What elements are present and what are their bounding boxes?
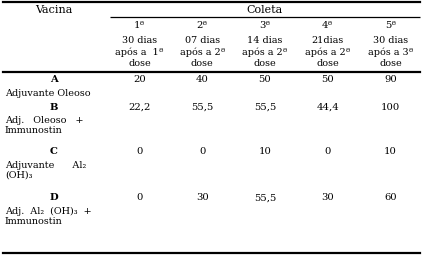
Text: D: D xyxy=(50,194,58,203)
Text: 10: 10 xyxy=(384,147,397,156)
Text: 20: 20 xyxy=(133,76,146,85)
Text: 0: 0 xyxy=(136,147,142,156)
Text: 0: 0 xyxy=(325,147,331,156)
Text: 30: 30 xyxy=(196,194,209,203)
Text: Adj.  Al₂  (OH)₃  +: Adj. Al₂ (OH)₃ + xyxy=(5,207,92,216)
Text: C: C xyxy=(50,147,58,156)
Text: 90: 90 xyxy=(384,76,397,85)
Text: 30: 30 xyxy=(321,194,334,203)
Text: 60: 60 xyxy=(384,194,397,203)
Text: 22,2: 22,2 xyxy=(128,102,150,111)
Text: A: A xyxy=(50,76,58,85)
Text: Adjuvante Oleoso: Adjuvante Oleoso xyxy=(5,89,91,98)
Text: 30 dias
após a  1ª
dose: 30 dias após a 1ª dose xyxy=(115,36,164,68)
Text: Immunostin: Immunostin xyxy=(5,126,63,135)
Text: 55,5: 55,5 xyxy=(254,102,276,111)
Text: 44,4: 44,4 xyxy=(317,102,339,111)
Text: Vacina: Vacina xyxy=(35,5,73,15)
Text: 50: 50 xyxy=(259,76,272,85)
Text: 2ª: 2ª xyxy=(197,22,208,31)
Text: (OH)₃: (OH)₃ xyxy=(5,171,32,180)
Text: 07 dias
após a 2ª
dose: 07 dias após a 2ª dose xyxy=(180,36,225,68)
Text: 1ª: 1ª xyxy=(134,22,145,31)
Text: 21dias
após a 2ª
dose: 21dias após a 2ª dose xyxy=(305,36,351,68)
Text: 14 dias
após a 2ª
dose: 14 dias após a 2ª dose xyxy=(242,36,288,68)
Text: B: B xyxy=(50,102,58,111)
Text: 10: 10 xyxy=(258,147,272,156)
Text: Adj.   Oleoso   +: Adj. Oleoso + xyxy=(5,116,83,125)
Text: Coleta: Coleta xyxy=(247,5,283,15)
Text: Adjuvante      Al₂: Adjuvante Al₂ xyxy=(5,161,86,170)
Text: 0: 0 xyxy=(199,147,205,156)
Text: 5ª: 5ª xyxy=(385,22,396,31)
Text: 55,5: 55,5 xyxy=(191,102,213,111)
Text: 40: 40 xyxy=(196,76,209,85)
Text: 100: 100 xyxy=(381,102,400,111)
Text: 50: 50 xyxy=(321,76,334,85)
Text: 4ª: 4ª xyxy=(322,22,334,31)
Text: 30 dias
após a 3ª
dose: 30 dias após a 3ª dose xyxy=(368,36,413,68)
Text: 0: 0 xyxy=(136,194,142,203)
Text: 3ª: 3ª xyxy=(259,22,271,31)
Text: 55,5: 55,5 xyxy=(254,194,276,203)
Text: Immunostin: Immunostin xyxy=(5,217,63,226)
